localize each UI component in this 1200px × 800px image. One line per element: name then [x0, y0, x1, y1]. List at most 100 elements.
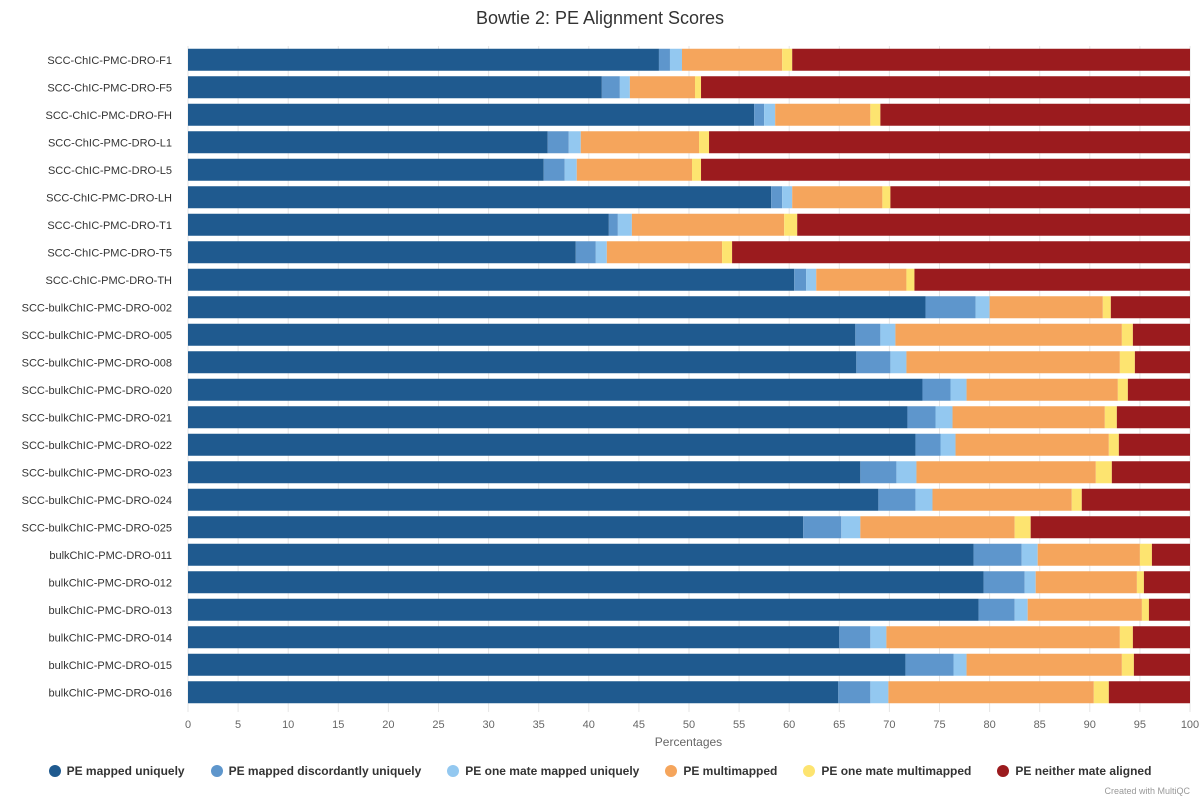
bar-segment[interactable] — [803, 516, 842, 539]
bar-segment[interactable] — [188, 131, 548, 154]
bar-segment[interactable] — [754, 103, 765, 126]
bar-segment[interactable] — [732, 241, 1190, 264]
bar-segment[interactable] — [1014, 598, 1028, 621]
bar-segment[interactable] — [1139, 543, 1152, 566]
bar-segment[interactable] — [188, 48, 659, 71]
bar-segment[interactable] — [188, 158, 544, 181]
bar-segment[interactable] — [950, 378, 967, 401]
bar-segment[interactable] — [841, 516, 861, 539]
bar-segment[interactable] — [916, 461, 1096, 484]
bar-segment[interactable] — [606, 241, 723, 264]
bar-segment[interactable] — [983, 571, 1025, 594]
bar-segment[interactable] — [1116, 406, 1190, 429]
bar-segment[interactable] — [564, 158, 577, 181]
bar-segment[interactable] — [1021, 543, 1038, 566]
bar-segment[interactable] — [794, 268, 807, 291]
bar-segment[interactable] — [915, 488, 933, 511]
bar-segment[interactable] — [1104, 406, 1117, 429]
bar-segment[interactable] — [1119, 626, 1133, 649]
bar-segment[interactable] — [681, 48, 783, 71]
bar-segment[interactable] — [895, 323, 1122, 346]
bar-segment[interactable] — [1134, 351, 1190, 374]
bar-segment[interactable] — [915, 433, 941, 456]
bar-segment[interactable] — [906, 268, 915, 291]
bar-segment[interactable] — [1121, 653, 1134, 676]
bar-segment[interactable] — [966, 378, 1118, 401]
bar-segment[interactable] — [669, 48, 682, 71]
bar-segment[interactable] — [701, 76, 1190, 99]
bar-segment[interactable] — [1014, 516, 1031, 539]
bar-segment[interactable] — [896, 461, 917, 484]
bar-segment[interactable] — [907, 406, 936, 429]
bar-segment[interactable] — [952, 406, 1105, 429]
bar-segment[interactable] — [701, 158, 1190, 181]
bar-segment[interactable] — [575, 241, 596, 264]
bar-segment[interactable] — [870, 681, 889, 704]
bar-segment[interactable] — [188, 571, 984, 594]
bar-segment[interactable] — [580, 131, 700, 154]
bar-segment[interactable] — [775, 103, 871, 126]
bar-segment[interactable] — [188, 653, 906, 676]
bar-segment[interactable] — [890, 186, 1190, 209]
bar-segment[interactable] — [617, 213, 632, 236]
bar-segment[interactable] — [1108, 681, 1190, 704]
bar-segment[interactable] — [782, 48, 793, 71]
bar-segment[interactable] — [188, 626, 840, 649]
bar-segment[interactable] — [1111, 461, 1190, 484]
legend-item[interactable]: PE neither mate aligned — [997, 764, 1151, 778]
bar-segment[interactable] — [547, 131, 569, 154]
bar-segment[interactable] — [973, 543, 1022, 566]
bar-segment[interactable] — [188, 213, 609, 236]
bar-segment[interactable] — [1027, 598, 1142, 621]
bar-segment[interactable] — [905, 653, 954, 676]
bar-segment[interactable] — [855, 323, 881, 346]
bar-segment[interactable] — [771, 186, 783, 209]
bar-segment[interactable] — [1071, 488, 1082, 511]
bar-segment[interactable] — [188, 461, 861, 484]
legend-item[interactable]: PE mapped discordantly uniquely — [210, 764, 421, 778]
bar-segment[interactable] — [890, 351, 907, 374]
bar-segment[interactable] — [188, 351, 857, 374]
bar-segment[interactable] — [188, 488, 879, 511]
bar-segment[interactable] — [906, 351, 1120, 374]
legend-item[interactable]: PE multimapped — [665, 764, 777, 778]
bar-segment[interactable] — [1117, 378, 1128, 401]
bar-segment[interactable] — [629, 76, 696, 99]
bar-segment[interactable] — [568, 131, 581, 154]
bar-segment[interactable] — [955, 433, 1109, 456]
legend-item[interactable]: PE one mate multimapped — [803, 764, 971, 778]
bar-segment[interactable] — [1133, 653, 1190, 676]
bar-segment[interactable] — [764, 103, 776, 126]
bar-segment[interactable] — [608, 213, 618, 236]
bar-segment[interactable] — [1151, 543, 1190, 566]
bar-segment[interactable] — [860, 461, 897, 484]
bar-segment[interactable] — [576, 158, 693, 181]
bar-segment[interactable] — [188, 406, 908, 429]
bar-segment[interactable] — [966, 653, 1122, 676]
bar-segment[interactable] — [914, 268, 1190, 291]
bar-segment[interactable] — [1095, 461, 1112, 484]
bar-segment[interactable] — [722, 241, 733, 264]
bar-segment[interactable] — [1143, 571, 1190, 594]
legend-item[interactable]: PE one mate mapped uniquely — [447, 764, 639, 778]
bar-segment[interactable] — [989, 296, 1103, 319]
bar-segment[interactable] — [631, 213, 785, 236]
bar-segment[interactable] — [695, 76, 702, 99]
bar-segment[interactable] — [1035, 571, 1137, 594]
bar-segment[interactable] — [880, 103, 1190, 126]
bar-segment[interactable] — [975, 296, 990, 319]
credit-text[interactable]: Created with MultiQC — [1104, 786, 1190, 796]
bar-segment[interactable] — [188, 681, 839, 704]
bar-segment[interactable] — [188, 543, 974, 566]
bar-segment[interactable] — [953, 653, 967, 676]
bar-segment[interactable] — [1121, 323, 1133, 346]
bar-segment[interactable] — [543, 158, 565, 181]
bar-segment[interactable] — [888, 681, 1094, 704]
bar-segment[interactable] — [878, 488, 916, 511]
bar-segment[interactable] — [1037, 543, 1140, 566]
bar-segment[interactable] — [1030, 516, 1190, 539]
bar-segment[interactable] — [792, 48, 1190, 71]
bar-segment[interactable] — [978, 598, 1015, 621]
bar-segment[interactable] — [1132, 323, 1190, 346]
bar-segment[interactable] — [922, 378, 951, 401]
